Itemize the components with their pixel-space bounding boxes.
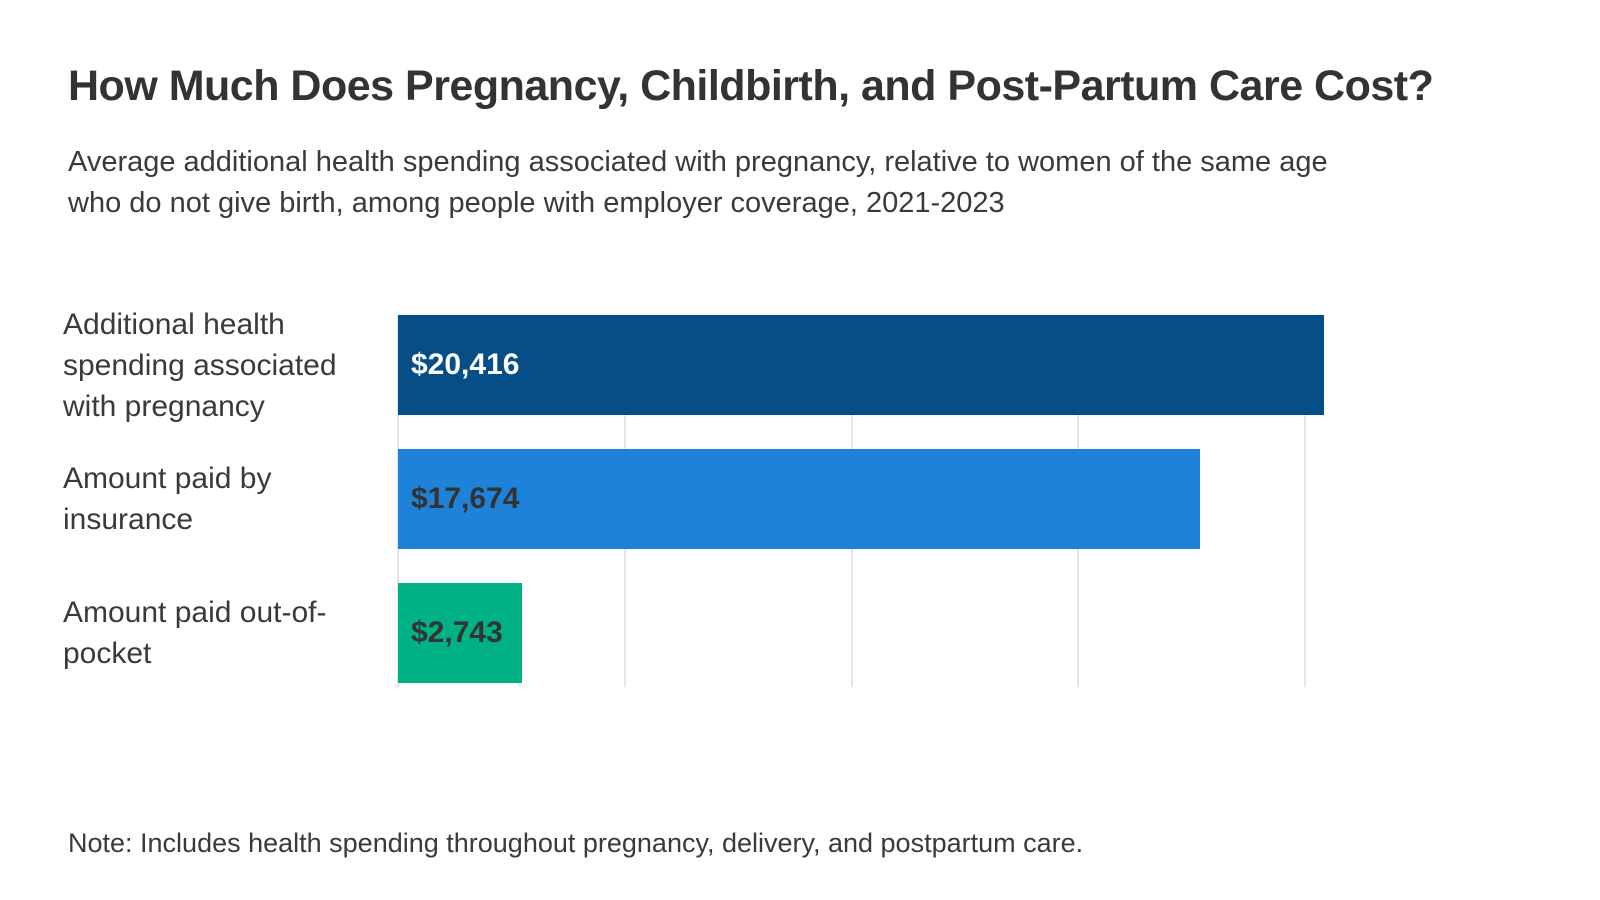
category-label: Amount paid out-of-pocket xyxy=(63,596,327,670)
category-label: Amount paid by insurance xyxy=(63,462,272,536)
footnote: Note: Includes health spending throughou… xyxy=(68,828,1084,858)
bar: $2,743 xyxy=(398,583,522,683)
bar-value-label: $17,674 xyxy=(411,482,520,515)
gridline xyxy=(1304,315,1307,687)
chart-subtitle-line-1: Average additional health spending assoc… xyxy=(68,146,1328,178)
bar-value-label: $20,416 xyxy=(411,348,520,381)
chart-subtitle: Average additional health spending assoc… xyxy=(68,142,1328,224)
chart-title: How Much Does Pregnancy, Childbirth, and… xyxy=(68,62,1434,110)
category-label: Additional health spending associated wi… xyxy=(63,307,337,423)
bar: $17,674 xyxy=(398,449,1200,549)
chart-subtitle-line-2: who do not give birth, among people with… xyxy=(68,187,1005,219)
bar: $20,416 xyxy=(398,315,1324,415)
bar-value-label: $2,743 xyxy=(411,616,503,649)
